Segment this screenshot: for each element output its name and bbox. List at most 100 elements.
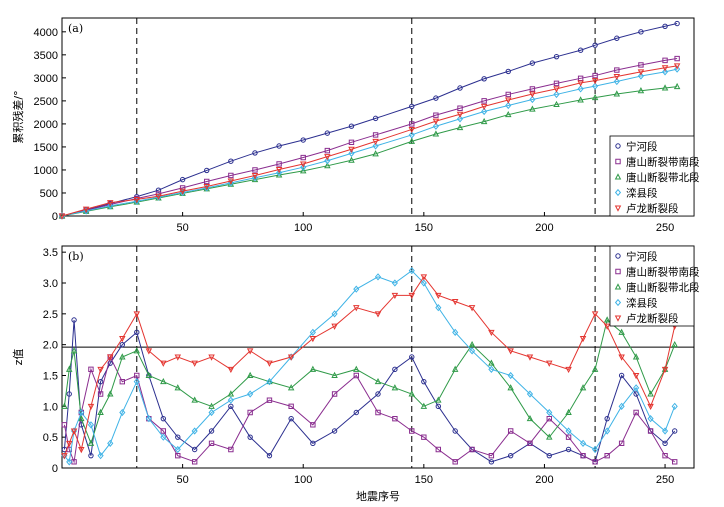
data-point — [145, 348, 153, 355]
data-point — [309, 336, 317, 343]
data-point — [579, 439, 587, 447]
data-point — [481, 76, 487, 82]
data-point — [65, 440, 73, 448]
data-point — [133, 196, 141, 204]
data-point — [671, 340, 678, 348]
data-point — [191, 459, 198, 465]
data-point — [247, 434, 253, 440]
data-point — [592, 42, 598, 48]
data-point — [375, 391, 381, 397]
data-point — [299, 167, 307, 174]
data-point — [246, 371, 254, 378]
data-point — [58, 213, 66, 220]
data-point — [507, 348, 514, 355]
data-point — [432, 130, 440, 137]
data-point — [409, 428, 415, 434]
data-point — [106, 390, 114, 397]
data-point — [457, 85, 463, 91]
data-point — [565, 434, 572, 440]
data-point — [505, 91, 511, 98]
series-唐山断裂带南段 — [59, 55, 680, 219]
data-point — [331, 391, 338, 397]
legend-label: 唐山断裂带北段 — [626, 281, 700, 294]
data-point — [160, 415, 167, 422]
data-point — [348, 123, 355, 129]
x-tick-label: 150 — [415, 474, 433, 486]
data-point — [78, 414, 85, 422]
data-point — [577, 85, 584, 93]
data-point — [452, 459, 458, 465]
data-point — [70, 428, 78, 435]
data-point — [227, 390, 235, 397]
data-point — [633, 384, 640, 392]
data-point — [391, 384, 399, 391]
data-point — [553, 53, 560, 60]
data-point — [87, 421, 95, 429]
data-point — [392, 415, 398, 422]
y-tick-label: 3500 — [34, 50, 58, 62]
data-point — [613, 77, 620, 86]
data-point — [433, 112, 439, 118]
data-point — [88, 452, 94, 459]
series-唐山断裂带北段 — [61, 316, 678, 446]
data-point — [577, 47, 584, 53]
data-point — [546, 433, 553, 440]
data-point — [353, 285, 360, 293]
data-point — [452, 428, 458, 434]
legend-label: 卢龙断裂段 — [626, 312, 679, 325]
data-point — [577, 96, 584, 103]
data-point — [505, 101, 512, 110]
data-point — [591, 311, 599, 318]
data-point — [392, 366, 398, 373]
series-卢龙断裂段 — [58, 63, 681, 220]
data-point — [324, 147, 331, 154]
x-tick-label: 200 — [535, 474, 553, 486]
data-point — [71, 317, 77, 323]
data-point — [324, 154, 331, 161]
data-point — [637, 69, 645, 76]
data-point — [134, 372, 140, 379]
data-point — [276, 143, 282, 149]
panel-label: (a) — [68, 22, 83, 35]
data-point — [553, 80, 560, 87]
data-point — [247, 409, 253, 416]
data-point — [488, 329, 495, 337]
y-tick-label: 4000 — [34, 27, 58, 39]
data-point — [203, 184, 210, 191]
data-point — [546, 360, 553, 367]
legend-label: 唐山断裂带南段 — [626, 266, 700, 279]
x-tick-label: 200 — [535, 222, 553, 234]
data-point — [592, 459, 598, 465]
data-point — [604, 427, 611, 435]
data-point — [331, 323, 338, 330]
legend-marker — [614, 188, 622, 197]
data-point — [276, 161, 282, 167]
data-point — [353, 365, 360, 372]
data-point — [507, 428, 514, 434]
data-point — [565, 427, 572, 435]
data-point — [618, 372, 625, 379]
data-point — [529, 86, 536, 92]
data-point — [580, 452, 586, 459]
y-tick-label: 1500 — [34, 142, 58, 154]
data-point — [409, 354, 415, 360]
series-宁河段 — [59, 20, 680, 219]
data-point — [661, 84, 669, 91]
legend-label: 滦县段 — [626, 297, 658, 310]
data-point — [133, 197, 140, 205]
x-tick-label: 50 — [176, 474, 188, 486]
series-line — [63, 355, 675, 464]
data-point — [553, 90, 560, 99]
series-line — [63, 275, 676, 456]
data-point — [300, 137, 306, 143]
data-point — [591, 365, 599, 372]
data-point — [647, 403, 654, 411]
data-point — [604, 452, 610, 459]
data-point — [348, 149, 355, 158]
data-point — [662, 440, 668, 447]
legend-label: 唐山断裂带北段 — [626, 171, 700, 184]
data-point — [456, 123, 464, 131]
legend-marker — [615, 143, 621, 149]
data-point — [409, 121, 415, 127]
